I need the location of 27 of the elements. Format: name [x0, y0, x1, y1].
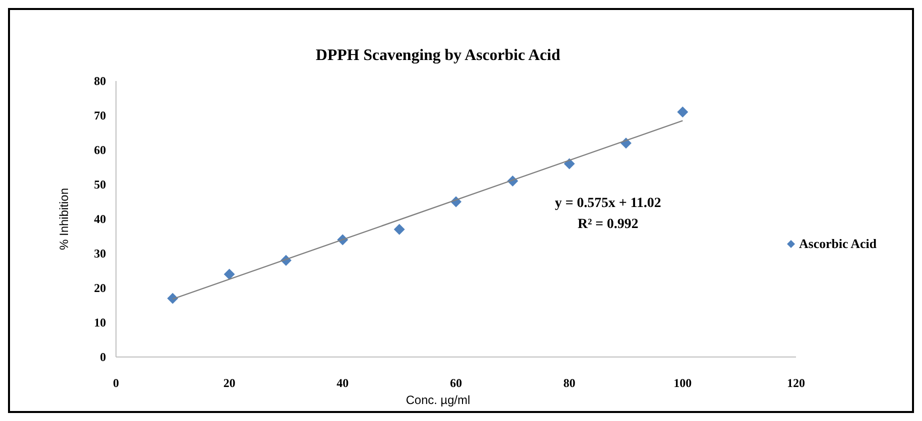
legend-label: Ascorbic Acid — [799, 236, 878, 251]
x-tick-label: 40 — [336, 376, 349, 390]
y-tick-label: 80 — [94, 74, 106, 88]
y-tick-label: 20 — [94, 281, 106, 295]
x-tick-label: 20 — [223, 376, 236, 390]
x-axis-title: Conc. µg/ml — [406, 393, 470, 407]
point — [564, 158, 575, 170]
chart-title: DPPH Scavenging by Ascorbic Acid — [316, 47, 560, 64]
x-tick-label: 100 — [674, 376, 692, 390]
point — [224, 268, 235, 280]
x-tick-label: 120 — [787, 376, 805, 390]
x-tick-label: 60 — [450, 376, 462, 390]
point — [394, 224, 405, 235]
y-tick-label: 50 — [94, 178, 106, 192]
y-tick-label: 0 — [100, 350, 106, 364]
y-tick-label: 70 — [94, 108, 106, 122]
y-tick-label: 10 — [94, 316, 106, 330]
y-axis-title: % Inhibition — [57, 188, 71, 250]
point — [677, 106, 688, 118]
annotation: R² = 0.992 — [578, 217, 638, 232]
point — [167, 292, 178, 304]
y-tick-label: 30 — [94, 246, 106, 260]
x-tick-label: 0 — [113, 376, 119, 390]
y-tick-label: 40 — [94, 212, 106, 226]
y-tick-label: 60 — [94, 143, 106, 157]
annotation: y = 0.575x + 11.02 — [554, 196, 662, 211]
x-tick-label: 80 — [563, 376, 576, 390]
